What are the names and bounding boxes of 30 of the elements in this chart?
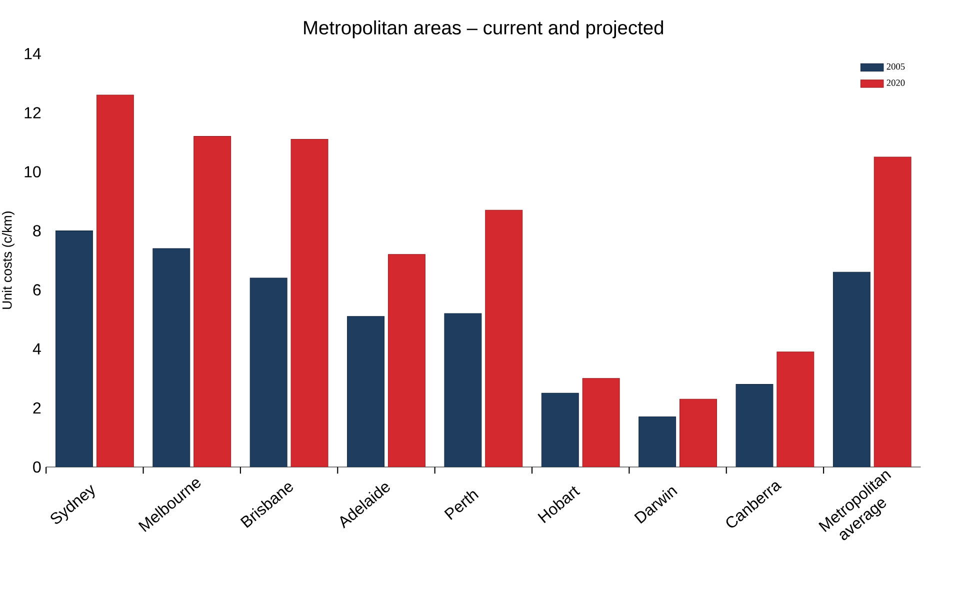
bar: [776, 352, 814, 467]
y-tick-label: 10: [24, 166, 41, 178]
legend-label: 2020: [886, 80, 905, 86]
bar: [874, 156, 912, 467]
y-tick-label: 14: [24, 48, 41, 60]
bar: [638, 416, 676, 467]
y-tick-label: 12: [24, 107, 41, 118]
bar: [194, 136, 232, 467]
bar: [444, 313, 482, 467]
bar: [832, 272, 870, 467]
bar: [55, 230, 93, 467]
bar: [290, 139, 328, 467]
bar: [96, 94, 134, 467]
bar: [680, 398, 717, 467]
y-tick-label: 6: [33, 284, 41, 296]
y-tick-label: 2: [33, 402, 41, 414]
y-tick-label: 4: [32, 343, 41, 354]
bar: [250, 278, 288, 467]
legend-label: 2005: [886, 63, 905, 70]
y-axis-title: Unit costs (c/km): [2, 212, 14, 309]
bar: [541, 392, 579, 467]
y-tick-label: 8: [33, 225, 41, 236]
chart-title: Metropolitan areas – current and projected: [304, 20, 664, 38]
bar: [582, 378, 620, 467]
bar: [347, 316, 384, 467]
bar: [388, 254, 426, 467]
y-tick-label: 0: [33, 461, 41, 473]
bar: [152, 248, 190, 467]
bar: [485, 210, 523, 467]
bar: [736, 384, 774, 467]
